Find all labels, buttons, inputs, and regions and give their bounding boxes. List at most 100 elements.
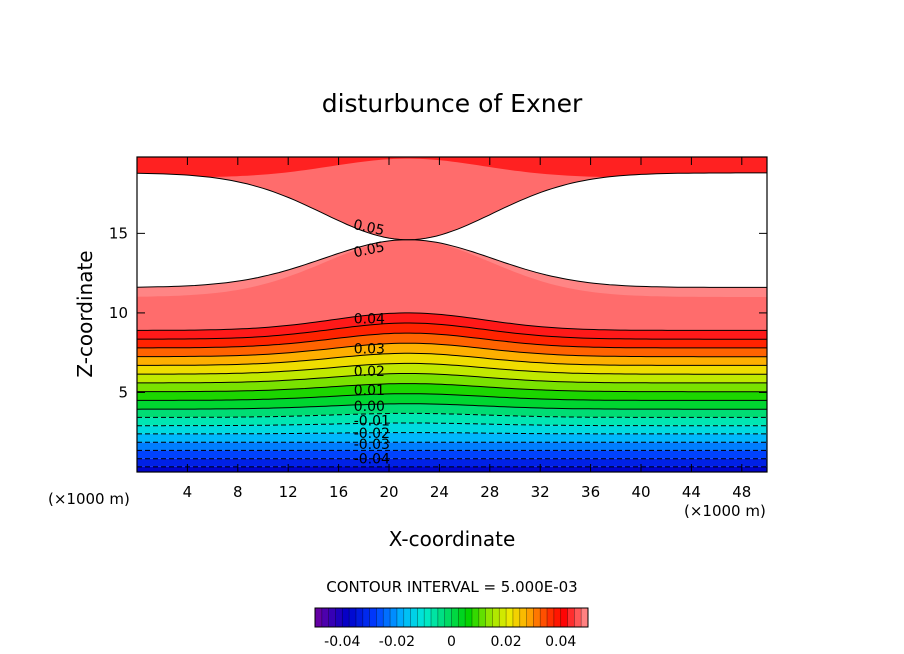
colorbar-segment — [540, 608, 548, 627]
x-tick-label: 24 — [430, 483, 449, 501]
contour-band — [137, 343, 767, 366]
contour-line — [136, 403, 767, 410]
colorbar-segment — [458, 608, 466, 627]
contour-band — [137, 323, 767, 348]
contour-label: -0.03 — [354, 437, 390, 453]
x-tick-label: 12 — [279, 483, 298, 501]
contour-label: 0.02 — [354, 364, 385, 380]
contour-band — [137, 403, 767, 418]
x-tick-label: 36 — [581, 483, 600, 501]
y-axis-label: Z-coordinate — [73, 250, 97, 377]
colorbar-segment — [471, 608, 480, 627]
colorbar-segment — [396, 608, 405, 627]
colorbar-segment — [431, 608, 439, 627]
contour-line — [137, 312, 767, 331]
colorbar-segment — [403, 608, 411, 627]
colorbar-segment — [444, 608, 452, 627]
colorbar-segment — [335, 608, 343, 627]
colorbar-segment — [342, 608, 350, 627]
contour-line — [137, 362, 767, 375]
colorbar-segment — [376, 608, 384, 627]
contour-label: -0.01 — [354, 413, 390, 429]
colorbar-segment — [390, 608, 398, 627]
contour-band — [137, 239, 767, 297]
contour-line — [137, 332, 767, 349]
colorbar-segment — [492, 608, 500, 627]
y-tick-label: 15 — [109, 224, 128, 242]
contour-band — [137, 432, 767, 443]
y-tick-label: 10 — [109, 304, 128, 322]
colorbar-segment — [451, 608, 459, 627]
colorbar-segment — [328, 608, 336, 627]
colorbar-segment — [321, 608, 329, 627]
colorbar-segment — [349, 608, 357, 627]
contour-line — [137, 412, 767, 418]
colorbar-segment — [410, 608, 418, 627]
colorbar-segment — [512, 608, 521, 627]
x-unit-right: (×1000 m) — [684, 502, 766, 520]
x-tick-label: 48 — [732, 483, 751, 501]
x-tick-label: 20 — [379, 483, 398, 501]
contour-label: -0.02 — [354, 426, 390, 442]
contour-band — [137, 363, 767, 383]
chart-title: disturbunce of Exner — [322, 89, 583, 118]
contour-line — [137, 373, 767, 384]
x-axis-ticks: 4 8 12 16 20 24 28 32 36 40 44 48 — [183, 157, 751, 501]
contour-band — [137, 373, 767, 392]
y-tick-label: 5 — [118, 383, 128, 401]
contour-line — [137, 432, 767, 435]
contour-line — [137, 383, 767, 393]
contour-line — [137, 322, 767, 340]
colorbar-segment — [437, 608, 445, 627]
colorbar-segment — [465, 608, 473, 627]
contour-label: 0.01 — [354, 383, 385, 399]
contour-label: 0.00 — [354, 399, 385, 415]
x-tick-label: 28 — [480, 483, 499, 501]
colorbar-segment — [424, 608, 432, 627]
colorbar-segment — [574, 608, 582, 627]
colorbar-tick-label: 0.04 — [545, 634, 576, 650]
x-tick-label: 8 — [233, 483, 243, 501]
contour-band — [137, 312, 767, 340]
contour-line — [137, 393, 767, 401]
contour-line — [137, 342, 767, 358]
x-tick-label: 16 — [329, 483, 348, 501]
colorbar-tick-label: -0.04 — [324, 634, 360, 650]
x-tick-label: 44 — [682, 483, 701, 501]
contour-band — [137, 157, 767, 240]
x-axis-label: X-coordinate — [389, 527, 516, 551]
contour-band — [137, 450, 767, 459]
colorbar-tick-label: 0 — [447, 634, 456, 650]
contour-line-labels: 0.050.050.040.030.020.010.00-0.01-0.02-0… — [352, 217, 390, 468]
plot-frame — [136, 156, 768, 473]
x-tick-label: 4 — [183, 483, 193, 501]
contour-label: 0.04 — [354, 311, 385, 327]
colorbar-frame — [314, 607, 589, 628]
colorbar-tick-label: -0.02 — [379, 634, 415, 650]
filled-contour-bands — [137, 157, 767, 472]
colorbar-segment — [417, 608, 425, 627]
contour-band — [137, 239, 767, 331]
colorbar — [314, 608, 589, 627]
colorbar-segment — [526, 608, 534, 627]
contour-band — [137, 466, 767, 472]
contour-band — [137, 353, 767, 375]
colorbar-tick-labels: -0.04 -0.02 0 0.02 0.04 — [324, 634, 576, 650]
contour-band — [137, 383, 767, 401]
x-unit-left: (×1000 m) — [48, 490, 130, 508]
colorbar-segment — [519, 608, 527, 627]
colorbar-segment — [547, 608, 555, 627]
x-tick-label: 40 — [631, 483, 650, 501]
colorbar-segment — [478, 608, 486, 627]
colorbar-segment — [567, 608, 575, 627]
colorbar-segment — [499, 608, 507, 627]
contour-label: -0.04 — [354, 451, 390, 467]
contour-label: 0.05 — [352, 239, 386, 261]
contour-band — [137, 393, 767, 410]
contour-line — [136, 172, 767, 241]
colorbar-tick-label: 0.02 — [491, 634, 522, 650]
contour-band — [137, 157, 767, 177]
colorbar-segment — [315, 608, 323, 627]
y-axis-ticks: 5 10 15 — [109, 224, 767, 401]
